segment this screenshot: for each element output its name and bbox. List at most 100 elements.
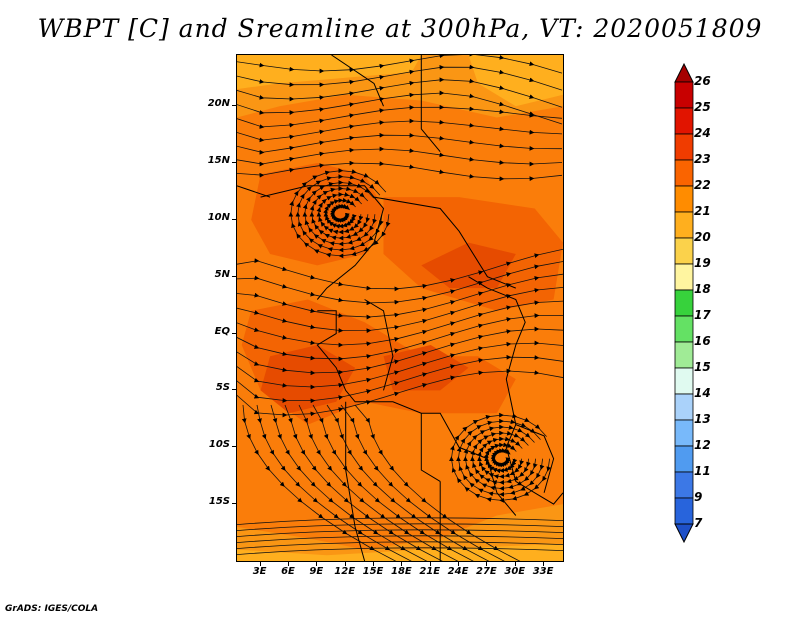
country-border [260, 185, 385, 300]
colorbar-label: 14 [694, 386, 711, 400]
colorbar-label: 19 [694, 256, 711, 270]
colorbar-label: 7 [694, 516, 703, 530]
colorbar-label: 17 [694, 308, 711, 322]
lat-tick-mark [232, 105, 236, 107]
map-title: WBPT [C] and Sreamline at 300hPa, VT: 20… [37, 14, 763, 43]
lat-tick-label: 5S [215, 382, 230, 394]
lat-tick-label: 15S [208, 496, 230, 508]
colorbar-bottom-arrow [674, 523, 694, 544]
country-border [237, 185, 271, 198]
lat-tick-label: EQ [214, 325, 230, 337]
lon-tick-mark [514, 562, 516, 566]
country-border [420, 55, 441, 153]
lat-tick-label: 10N [207, 211, 230, 223]
lon-tick-mark [429, 562, 431, 566]
lon-tick-mark [401, 562, 403, 566]
country-borders [237, 55, 563, 561]
colorbar-label: 16 [694, 334, 711, 348]
lat-tick-label: 15N [207, 155, 230, 167]
lat-tick-label: 10S [208, 439, 230, 451]
streamline [237, 547, 563, 556]
colorbar-swatch [674, 133, 694, 161]
country-border [505, 424, 563, 505]
wbpt-region-23-west [251, 163, 384, 266]
colorbar-swatch [674, 497, 694, 525]
streamline-map [237, 55, 563, 561]
lon-tick-mark [543, 562, 545, 566]
colorbar-swatch [674, 341, 694, 369]
lon-tick-label: 15E [362, 566, 384, 577]
colorbar-swatch [674, 237, 694, 265]
colorbar-label: 18 [694, 282, 711, 296]
lon-tick-label: 30E [504, 566, 526, 577]
colorbar-label: 12 [694, 438, 711, 452]
colorbar-swatch [674, 81, 694, 109]
streamline [237, 529, 563, 538]
lat-tick-label: 5N [214, 268, 230, 280]
colorbar-label: 15 [694, 360, 711, 374]
lat-tick-mark [232, 332, 236, 334]
colorbar-label: 13 [694, 412, 711, 426]
country-border [468, 276, 555, 493]
software-credit: GrADS: IGES/COLA [5, 604, 99, 614]
lat-tick-mark [232, 162, 236, 164]
streamline [237, 517, 563, 526]
colorbar-swatch [674, 107, 694, 135]
colorbar-swatch [674, 211, 694, 239]
lat-tick-label: 20N [207, 98, 230, 110]
colorbar-top-arrow [674, 62, 694, 83]
lon-tick-label: 12E [334, 566, 356, 577]
country-border [316, 310, 488, 460]
lat-tick-mark [232, 503, 236, 505]
colorbar-label: 24 [694, 126, 711, 140]
colorbar-label: 25 [694, 100, 711, 114]
country-border [364, 299, 394, 391]
colorbar-swatch [674, 159, 694, 187]
lon-tick-mark [259, 562, 261, 566]
lon-tick-label: 9E [309, 566, 324, 577]
lat-tick-mark [232, 446, 236, 448]
country-border [458, 446, 517, 516]
lon-tick-label: 18E [390, 566, 412, 577]
lat-tick-mark [232, 275, 236, 277]
streamline [354, 404, 521, 561]
lon-tick-mark [316, 562, 318, 566]
map-panel [236, 54, 564, 562]
vortex-streamline [288, 168, 391, 259]
lon-tick-mark [344, 562, 346, 566]
colorbar-swatch [674, 289, 694, 317]
colorbar-label: 11 [694, 464, 711, 478]
country-border [331, 55, 384, 107]
colorbar-label: 23 [694, 152, 711, 166]
colorbar-swatch [674, 471, 694, 499]
lon-tick-label: 6E [281, 566, 295, 577]
colorbar-swatch [674, 393, 694, 421]
lon-tick-mark [287, 562, 289, 566]
lon-tick-mark [486, 562, 488, 566]
streamline [237, 160, 563, 182]
country-border [345, 401, 366, 561]
colorbar-label: 20 [694, 230, 711, 244]
lon-tick-mark [373, 562, 374, 566]
lat-tick-mark [232, 389, 236, 391]
colorbar-swatch [674, 445, 694, 473]
streamline [237, 535, 563, 544]
streamlines [237, 55, 563, 561]
lon-tick-label: 3E [252, 566, 267, 577]
colorbar-swatch [674, 315, 694, 343]
colorbar-swatch [674, 419, 694, 447]
colorbar-label: 26 [694, 74, 711, 88]
lon-tick-mark [458, 562, 460, 566]
lon-tick-label: 24E [447, 566, 469, 577]
lon-tick-label: 27E [476, 566, 497, 577]
colorbar-label: 21 [694, 204, 711, 218]
country-border [373, 196, 516, 289]
colorbar-label: 22 [694, 178, 711, 192]
streamline [237, 523, 563, 532]
colorbar-swatch [674, 367, 694, 395]
colorbar-swatches [674, 62, 694, 544]
colorbar-swatch [674, 185, 694, 213]
lon-tick-label: 33E [532, 566, 554, 577]
colorbar-label: 9 [694, 490, 703, 504]
lat-tick-mark [232, 218, 236, 220]
